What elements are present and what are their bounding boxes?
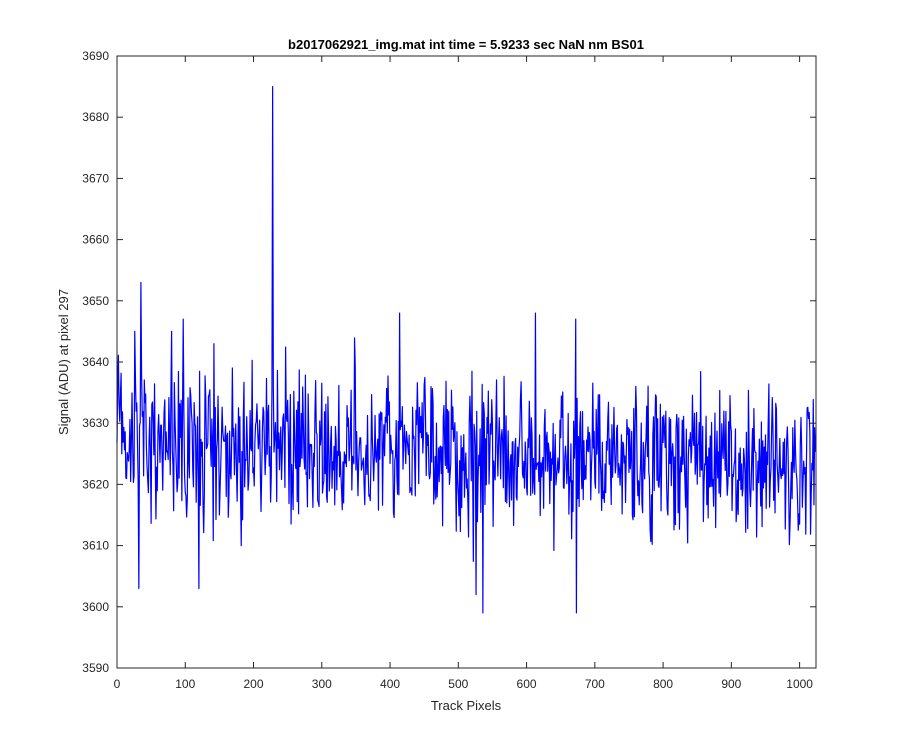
y-tick-label: 3680 [82,110,109,124]
x-axis: 0 100 200 300 400 500 600 700 800 900 1000 [114,56,813,691]
y-axis-title: Signal (ADU) at pixel 297 [56,289,71,435]
x-tick-label: 900 [721,677,741,691]
x-tick-label: 0 [114,677,121,691]
y-tick-label: 3600 [82,600,109,614]
y-tick-label: 3610 [82,539,109,553]
x-tick-label: 400 [380,677,400,691]
signal-series-line [116,85,816,614]
y-tick-label: 3660 [82,233,109,247]
y-axis: 3590 3600 3610 3620 3630 3640 3650 3660 3670 3680… [82,49,816,675]
x-tick-label: 800 [653,677,673,691]
y-tick-label: 3630 [82,416,109,430]
x-tick-label: 600 [517,677,537,691]
y-tick-label: 3670 [82,171,109,185]
y-tick-label: 3640 [82,355,109,369]
y-tick-label: 3690 [82,49,109,63]
y-tick-label: 3650 [82,294,109,308]
y-tick-label: 3620 [82,477,109,491]
x-axis-title: Track Pixels [431,698,502,713]
x-tick-label: 500 [448,677,468,691]
x-tick-label: 1000 [786,677,813,691]
x-tick-label: 200 [244,677,264,691]
x-tick-label: 700 [585,677,605,691]
chart-title: b2017062921_img.mat int time = 5.9233 se… [288,37,644,52]
series-layer [116,85,816,614]
plot-background [117,56,816,668]
y-tick-label: 3590 [82,661,109,675]
x-tick-label: 300 [312,677,332,691]
x-tick-label: 100 [175,677,195,691]
